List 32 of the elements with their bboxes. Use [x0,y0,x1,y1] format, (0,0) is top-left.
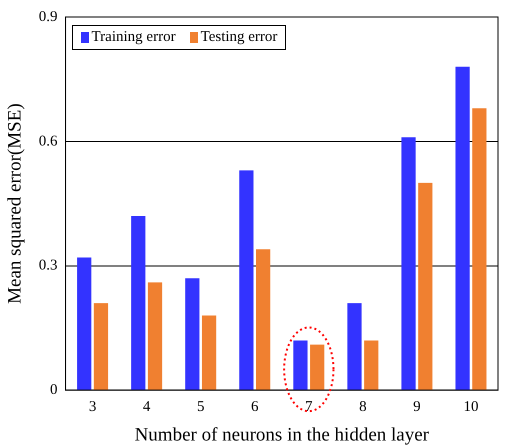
bar [148,282,162,390]
bar [347,303,362,390]
bar [202,316,216,390]
bar [239,170,254,390]
x-tick-label: 7 [305,399,314,416]
y-axis-title: Mean squared error(MSE) [4,103,26,304]
y-tick-label: 0 [50,382,58,398]
bar [472,108,486,390]
bar [455,66,470,390]
y-tick-label: 0.3 [38,258,58,274]
bar [185,278,200,390]
y-tick-label: 0.6 [38,133,58,150]
x-tick-label: 3 [88,399,96,416]
x-tick-label: 6 [250,399,259,416]
bar [418,182,432,390]
bar [401,137,416,390]
bar [293,340,308,390]
x-tick-label: 9 [413,399,421,416]
bar [94,303,108,390]
x-tick-label: 10 [463,399,478,416]
x-tick-label: 5 [196,399,204,416]
legend-label: Training error [92,29,176,46]
x-tick-label: 4 [142,399,151,416]
x-tick-label: 8 [359,399,367,416]
x-axis-title: Number of neurons in the hidden layer [134,424,430,446]
bar [131,216,146,390]
bar [310,344,324,390]
legend-label: Testing error [200,29,278,46]
y-tick-label: 0.9 [38,8,58,25]
bar [256,249,270,390]
bar [77,258,92,390]
bar [364,340,378,390]
